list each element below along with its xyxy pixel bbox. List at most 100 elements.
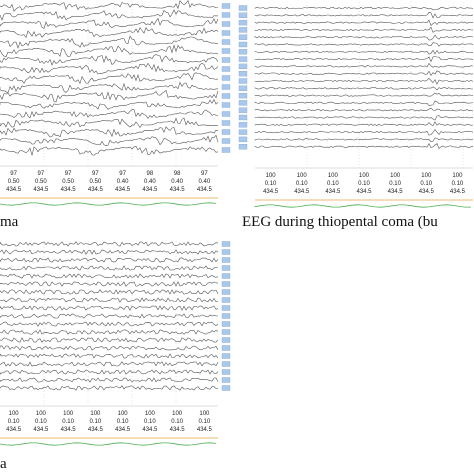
value-column: 100 0.10 434.5: [55, 410, 82, 434]
channel-button[interactable]: [221, 129, 231, 135]
channel-button[interactable]: [221, 313, 231, 319]
channel-button[interactable]: [221, 281, 231, 287]
channel-button[interactable]: [238, 107, 248, 113]
eeg-trace: [254, 70, 474, 76]
channel-button[interactable]: [221, 48, 231, 54]
channel-button[interactable]: [221, 305, 231, 311]
value-v1: 100: [90, 411, 101, 417]
eeg-trace: [0, 249, 219, 255]
channel-button[interactable]: [221, 249, 231, 255]
eeg-trace: [254, 42, 474, 47]
channel-button[interactable]: [238, 92, 248, 99]
value-v3: 434.5: [60, 187, 76, 193]
channel-button[interactable]: [221, 241, 231, 247]
channel-button[interactable]: [238, 100, 248, 106]
eeg-trace: [254, 100, 474, 107]
channel-button[interactable]: [221, 102, 231, 108]
value-v1: 97: [64, 171, 72, 177]
value-v1: 97: [201, 171, 208, 177]
channel-button[interactable]: [221, 265, 231, 271]
value-v2: 0.50: [89, 179, 102, 185]
channel-button[interactable]: [221, 39, 231, 45]
value-column: 98 0.40 434.5: [136, 170, 163, 194]
value-v2: 0.50: [62, 179, 74, 185]
value-v3: 434.5: [6, 187, 22, 193]
channel-button[interactable]: [221, 345, 231, 351]
channel-button[interactable]: [238, 122, 248, 128]
value-v2: 0.40: [171, 179, 183, 185]
eeg-trace: [254, 128, 474, 136]
channel-button[interactable]: [238, 71, 248, 77]
channel-button[interactable]: [221, 84, 231, 90]
value-v3: 434.5: [142, 427, 158, 433]
channel-button[interactable]: [221, 12, 231, 18]
eeg-trace: [0, 313, 219, 319]
eeg-trace: [0, 17, 219, 29]
trend-green: [0, 202, 217, 206]
channel-button[interactable]: [221, 377, 231, 383]
channel-button[interactable]: [221, 329, 231, 335]
value-v3: 434.5: [169, 187, 185, 193]
eeg-trace: [0, 62, 219, 75]
channel-button[interactable]: [221, 57, 231, 63]
channel-button[interactable]: [221, 273, 231, 279]
eeg-trace: [0, 44, 219, 58]
value-column: 100 0.10 434.5: [109, 410, 136, 434]
value-v2: 0.10: [7, 419, 20, 425]
value-v2: 0.10: [35, 419, 47, 425]
channel-button[interactable]: [238, 144, 248, 150]
channel-button[interactable]: [238, 114, 248, 121]
value-v2: 0.10: [389, 181, 401, 187]
eeg-trace: [0, 145, 219, 156]
value-v2: 0.40: [144, 179, 156, 185]
channel-button[interactable]: [221, 3, 231, 9]
channel-button[interactable]: [238, 56, 248, 62]
channel-button[interactable]: [238, 34, 248, 40]
channel-button[interactable]: [221, 21, 231, 27]
value-v2: 0.10: [144, 419, 156, 425]
value-v2: 0.40: [116, 179, 129, 185]
channel-button[interactable]: [238, 63, 248, 70]
value-v3: 434.5: [449, 189, 465, 195]
channel-button[interactable]: [221, 321, 231, 327]
channel-button[interactable]: [221, 361, 231, 367]
channel-button[interactable]: [221, 337, 231, 343]
eeg-trace: [0, 241, 219, 247]
eeg-panel-b: 100 0.10 434.5 100 0.10 434.5 100 0.10 434.5 100 0…: [237, 0, 474, 208]
channel-button[interactable]: [238, 136, 248, 143]
channel-button[interactable]: [221, 289, 231, 295]
channel-button[interactable]: [238, 49, 248, 55]
value-column: 100 0.10 434.5: [380, 172, 411, 196]
channel-button[interactable]: [221, 385, 231, 391]
channel-button[interactable]: [238, 19, 248, 26]
eeg-trace: [0, 9, 219, 21]
channel-button[interactable]: [221, 30, 231, 36]
channel-button[interactable]: [221, 147, 231, 153]
channel-button[interactable]: [221, 257, 231, 263]
channel-button[interactable]: [221, 353, 231, 359]
eeg-trace: [0, 353, 219, 359]
channel-button[interactable]: [238, 85, 248, 91]
channel-button[interactable]: [221, 297, 231, 303]
eeg-trace: [0, 35, 218, 49]
eeg-panel-c: 100 0.10 434.5 100 0.10 434.5 100 0.10 434.5 100 0…: [0, 240, 237, 452]
channel-button[interactable]: [221, 120, 231, 126]
eeg-trace: [0, 54, 219, 66]
eeg-trace: [254, 77, 474, 85]
channel-button[interactable]: [221, 369, 231, 375]
channel-button[interactable]: [221, 75, 231, 81]
channel-button[interactable]: [221, 138, 231, 144]
channel-button[interactable]: [238, 78, 248, 84]
value-column: 97 0.50 434.5: [82, 170, 109, 194]
channel-button[interactable]: [221, 66, 231, 72]
channel-button[interactable]: [238, 41, 248, 48]
channel-button[interactable]: [238, 5, 248, 11]
eeg-trace: [0, 329, 219, 335]
channel-button[interactable]: [238, 12, 248, 18]
value-v1: 98: [146, 171, 154, 177]
channel-button[interactable]: [238, 27, 248, 33]
channel-button[interactable]: [221, 111, 231, 117]
channel-button[interactable]: [221, 93, 231, 99]
channel-button[interactable]: [238, 129, 248, 135]
value-v1: 100: [452, 173, 463, 179]
